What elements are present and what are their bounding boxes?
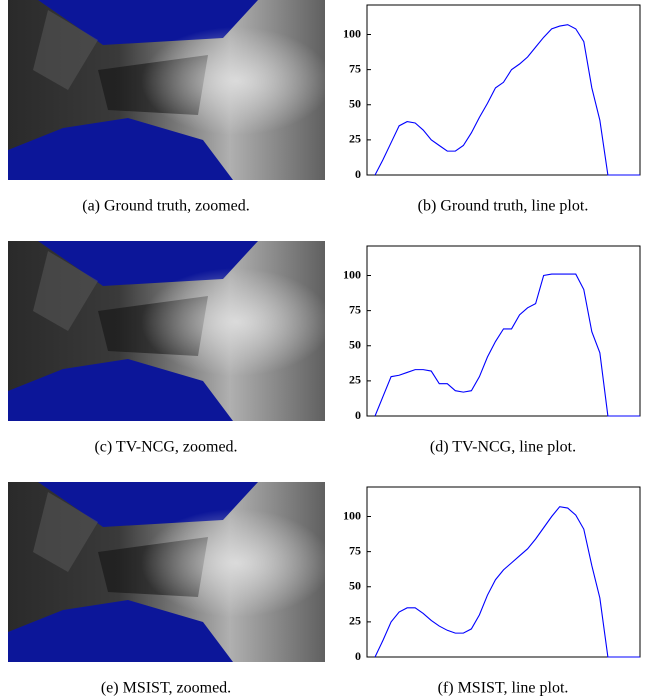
caption: (b) Ground truth, line plot. [418, 198, 589, 215]
zoomed-image [8, 482, 325, 662]
caption: (d) TV-NCG, line plot. [430, 439, 576, 456]
y-tick-label: 25 [349, 373, 361, 387]
zoomed-image [8, 0, 325, 180]
y-tick-label: 25 [349, 614, 361, 628]
y-tick-label: 0 [355, 167, 361, 181]
y-tick-label: 75 [349, 543, 361, 557]
data-line [374, 24, 640, 176]
data-line [374, 506, 640, 658]
y-tick-label: 100 [343, 267, 361, 281]
y-tick-label: 0 [355, 408, 361, 422]
y-tick-label: 100 [343, 26, 361, 40]
y-tick-label: 0 [355, 649, 361, 663]
caption: (a) Ground truth, zoomed. [82, 198, 250, 215]
caption: (c) TV-NCG, zoomed. [94, 439, 237, 456]
y-tick-label: 75 [349, 61, 361, 75]
zoomed-image [8, 241, 325, 421]
axes-frame [366, 4, 641, 176]
y-tick-label: 50 [349, 338, 361, 352]
y-tick-label: 50 [349, 97, 361, 111]
caption: (f) MSIST, line plot. [438, 680, 569, 697]
axes-frame [366, 245, 641, 417]
caption: (e) MSIST, zoomed. [101, 680, 231, 697]
y-tick-label: 100 [343, 508, 361, 522]
data-line [374, 273, 640, 417]
axes-frame [366, 486, 641, 658]
y-tick-label: 25 [349, 132, 361, 146]
y-tick-label: 50 [349, 579, 361, 593]
y-tick-label: 75 [349, 302, 361, 316]
